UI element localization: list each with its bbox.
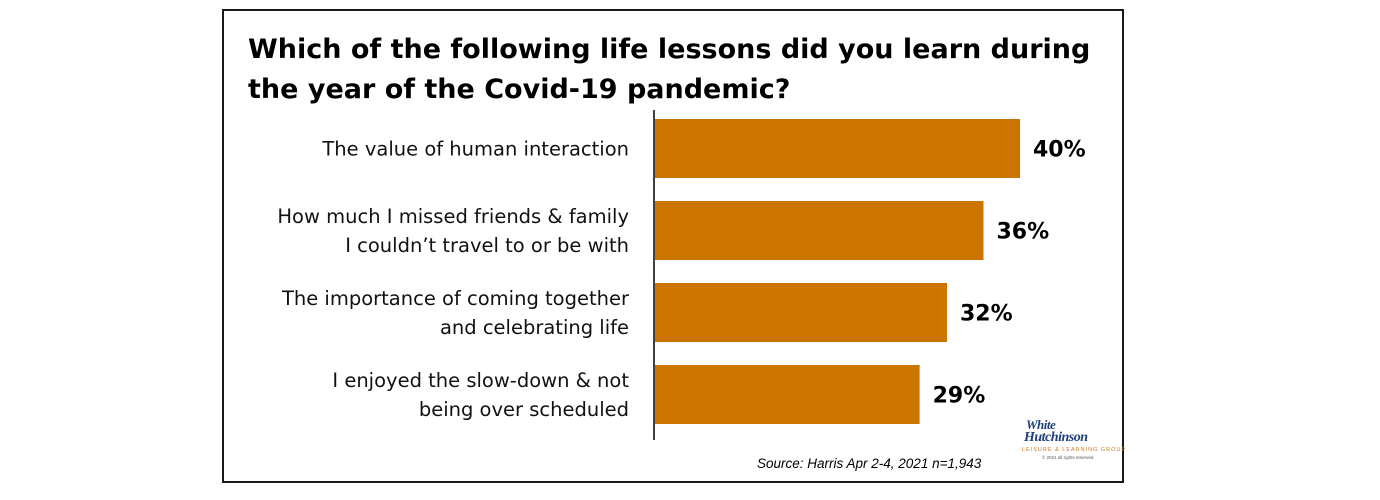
category-label-4-line-1: I enjoyed the slow-down & not	[332, 369, 629, 392]
bar-1	[655, 119, 1020, 178]
category-label-3-line-1: The importance of coming together	[281, 287, 630, 310]
category-label-3-line-2: and celebrating life	[440, 316, 629, 339]
value-label-1: 40%	[1033, 138, 1086, 163]
category-label-1: The value of human interaction	[321, 138, 629, 161]
category-label-2-line-2: I couldn’t travel to or be with	[345, 234, 629, 257]
source-note: Source: Harris Apr 2-4, 2021 n=1,943	[757, 456, 982, 471]
chart-title: Which of the following life lessons did …	[248, 34, 1091, 105]
bars-group: 40% The value of human interaction 36% How …	[277, 119, 1086, 424]
value-label-2: 36%	[997, 220, 1050, 245]
bar-3	[655, 283, 947, 342]
category-label-2-line-1: How much I missed friends & family	[277, 205, 629, 228]
category-label-4-line-2: being over scheduled	[419, 398, 629, 421]
logo-line-3: LEISURE & LEARNING GROUP	[1022, 447, 1127, 453]
value-label-4: 29%	[933, 384, 986, 409]
white-hutchinson-logo: White Hutchinson LEISURE & LEARNING GROU…	[1020, 417, 1127, 470]
logo-line-2: Hutchinson	[1024, 430, 1088, 445]
bar-2	[655, 201, 984, 260]
bar-4	[655, 365, 920, 424]
logo-line-4: © 2021 all rights reserved	[1042, 455, 1094, 460]
value-label-3: 32%	[960, 302, 1013, 327]
logo-line-1: White	[1026, 417, 1056, 432]
